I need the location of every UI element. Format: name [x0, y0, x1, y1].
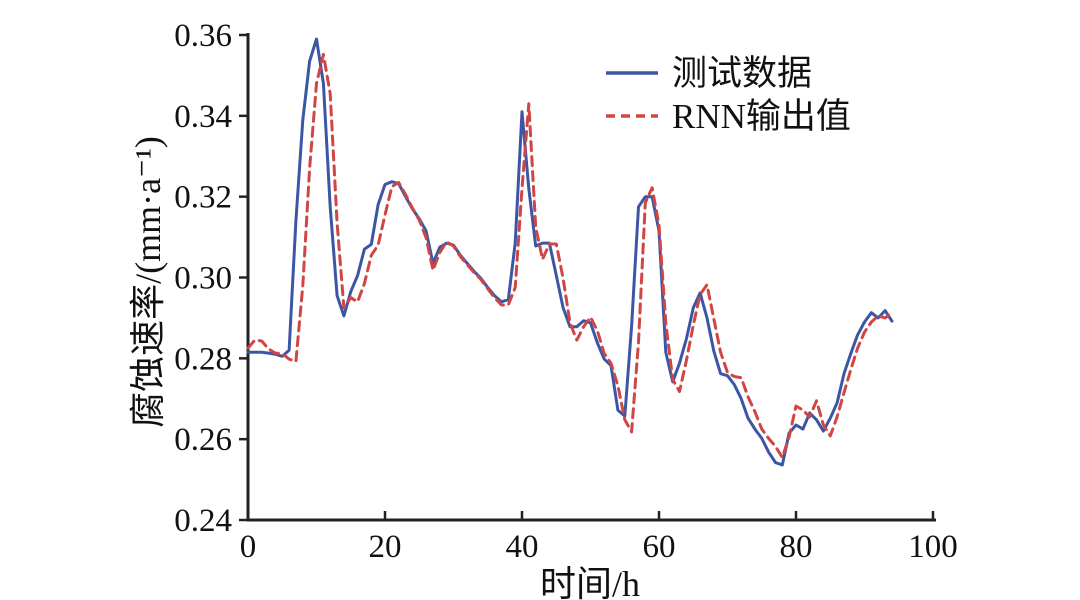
y-tick-label: 0.32 [174, 180, 232, 216]
series-line-1 [246, 52, 894, 459]
x-axis-title: 时间/h [540, 564, 640, 600]
x-tick-label: 20 [369, 529, 402, 565]
x-tick-label: 60 [643, 529, 676, 565]
y-tick-label: 0.30 [174, 261, 232, 297]
y-tick-label: 0.28 [174, 341, 232, 377]
legend-item-label-0: 测试数据 [672, 54, 812, 93]
y-tick-label: 0.26 [174, 422, 232, 458]
series-lines [246, 37, 894, 467]
x-tick-label: 0 [240, 529, 257, 565]
y-tick-label: 0.34 [174, 99, 232, 135]
x-tick-label: 100 [908, 529, 958, 565]
legend-item-label-1: RNN输出值 [672, 97, 851, 136]
x-axis-ticks: 0 20 40 60 80 100 [240, 511, 958, 565]
legend: 测试数据 RNN输出值 [606, 54, 851, 136]
x-tick-label: 80 [780, 529, 813, 565]
y-axis-title: 腐蚀速率/(mm·a⁻¹) [128, 136, 168, 428]
x-tick-label: 40 [506, 529, 539, 565]
y-tick-label: 0.36 [174, 18, 232, 54]
y-tick-label: 0.24 [174, 503, 232, 539]
y-axis-ticks: 0.24 0.26 0.28 0.30 0.32 0.34 0.36 [174, 18, 248, 539]
